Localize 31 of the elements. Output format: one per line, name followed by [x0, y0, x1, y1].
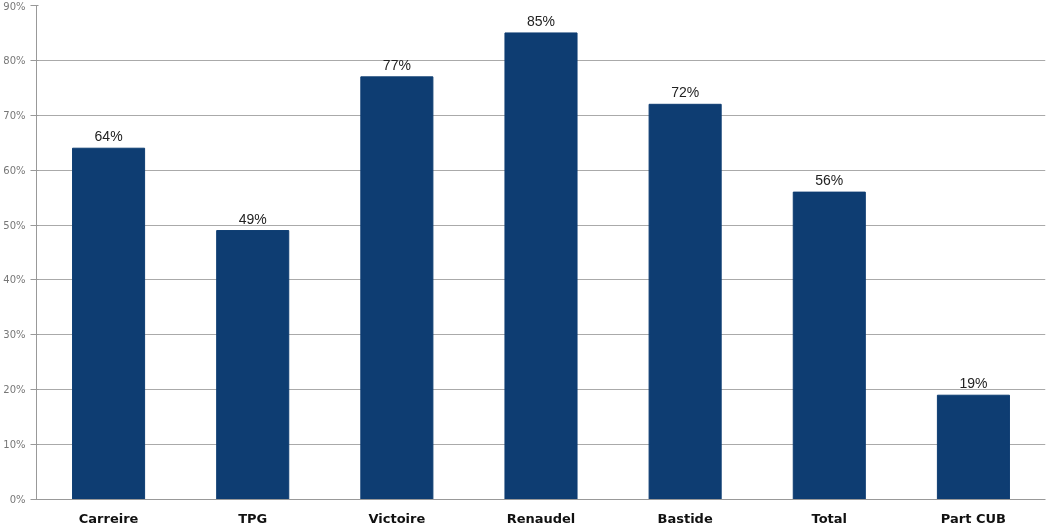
x-tick-label: Total: [811, 510, 848, 526]
data-label: 49%: [238, 210, 267, 227]
bar: [72, 147, 146, 500]
y-tick-label: 60%: [3, 164, 26, 176]
x-tick-label: TPG: [238, 510, 268, 526]
bar: [504, 32, 578, 500]
data-label: 85%: [526, 12, 556, 29]
y-tick-label: 20%: [3, 384, 26, 396]
y-tick-label: 30%: [3, 329, 26, 341]
y-tick-label: 90%: [3, 0, 26, 12]
x-tick-label: Part CUB: [940, 510, 1006, 526]
y-tick-label: 40%: [3, 274, 26, 286]
bar: [360, 76, 434, 500]
x-tick-label: Renaudel: [506, 510, 576, 526]
y-tick-label: 50%: [3, 219, 26, 231]
data-label: 19%: [959, 375, 988, 392]
x-tick-label: Carreire: [78, 510, 139, 526]
data-label: 64%: [94, 128, 123, 145]
y-tick-label: 0%: [9, 494, 26, 505]
data-label: 77%: [382, 56, 411, 73]
bar: [792, 191, 866, 500]
data-label: 72%: [671, 84, 700, 101]
bar: [216, 230, 290, 500]
y-tick-label: 10%: [3, 439, 26, 451]
x-tick-label: Victoire: [368, 510, 426, 526]
data-label: 56%: [815, 172, 844, 189]
y-tick-label: 70%: [3, 109, 26, 121]
bar: [648, 103, 722, 500]
y-tick-label: 80%: [3, 54, 26, 66]
bar: [936, 394, 1010, 500]
x-tick-label: Bastide: [657, 510, 713, 526]
